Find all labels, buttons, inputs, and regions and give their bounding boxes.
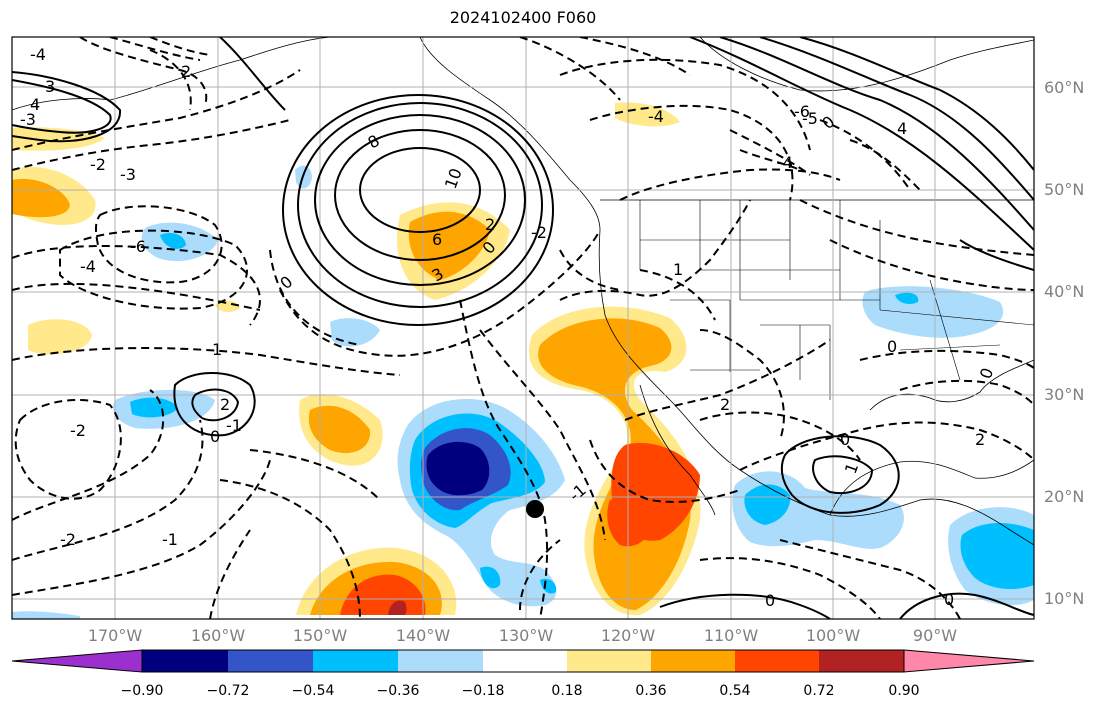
contour-label: 2 — [220, 395, 230, 414]
colorbar-bin — [819, 650, 904, 672]
solid-contours — [12, 37, 1034, 619]
colorbar-bin — [567, 650, 651, 672]
colorbar-tick: 0.36 — [635, 683, 667, 699]
contour-label: -3 — [20, 110, 36, 129]
contour-label: -6 — [130, 237, 146, 256]
storm-center-marker — [526, 500, 544, 518]
colorbar — [11, 649, 1035, 673]
contour-label: 0 — [976, 365, 997, 381]
contour-label: 6 — [432, 230, 442, 249]
contour-label: -5 — [802, 109, 818, 128]
contour-label: 4 — [30, 95, 40, 114]
lat-label-20n: 20°N — [1044, 487, 1085, 506]
colorbar-bin — [313, 650, 398, 672]
contour-label: -3 — [120, 165, 136, 184]
contour-label: 2 — [181, 62, 191, 81]
contour-label: 0 — [276, 272, 296, 293]
contour-label: 2 — [720, 395, 730, 414]
colorbar-tick: −0.36 — [376, 683, 420, 699]
colorbar-frame — [141, 649, 905, 673]
colorbar-bin — [651, 650, 735, 672]
colorbar-bin — [228, 650, 313, 672]
contour-label: -2 — [90, 155, 106, 174]
contour-label: -1 — [162, 530, 178, 549]
colorbar-extend-high — [903, 649, 1035, 673]
shading-positive — [12, 102, 701, 619]
contour-label: 0 — [840, 430, 850, 449]
contour-label: 0 — [887, 337, 897, 356]
contour-label: 2 — [485, 215, 495, 234]
lon-label-100w: 100°W — [805, 626, 861, 645]
lat-label-60n: 60°N — [1044, 78, 1085, 97]
lat-label-30n: 30°N — [1044, 385, 1085, 404]
colorbar-bin — [483, 650, 567, 672]
state-borders — [639, 200, 1034, 400]
contour-label: -1 — [226, 416, 242, 435]
colorbar-tick: −0.90 — [120, 683, 164, 699]
contour-label: -6 — [794, 102, 810, 121]
colorbar-tick: −0.54 — [291, 683, 335, 699]
colorbar-tick: −0.72 — [206, 683, 250, 699]
contour-label: -4 — [648, 107, 664, 126]
colorbar-tick: −0.18 — [461, 683, 505, 699]
lon-label-170w: 170°W — [87, 626, 143, 645]
lon-label-140w: 140°W — [395, 626, 451, 645]
contour-label: 0 — [765, 591, 775, 610]
contour-label: -2 — [531, 223, 547, 242]
contour-label: 1 — [673, 260, 683, 279]
contour-label: -4 — [30, 45, 46, 64]
contour-label: 0 — [944, 590, 954, 609]
contour-label: 0 — [210, 427, 220, 446]
lon-label-130w: 130°W — [498, 626, 554, 645]
lon-label-160w: 160°W — [190, 626, 246, 645]
contour-label: 1 — [212, 340, 222, 359]
contour-label: -2 — [70, 421, 86, 440]
colorbar-tick: 0.90 — [888, 683, 920, 699]
contour-label: -1 — [565, 480, 589, 505]
colorbar-tick: 0.54 — [719, 683, 751, 699]
colorbar-bin — [142, 650, 228, 672]
contour-label: -4 — [777, 153, 793, 172]
contour-label: -2 — [60, 530, 76, 549]
contour-label: -4 — [80, 257, 96, 276]
shading-negative — [12, 165, 1034, 619]
lon-label-120w: 120°W — [600, 626, 656, 645]
colorbar-tick: 0.72 — [803, 683, 835, 699]
contour-label: 1 — [841, 460, 862, 476]
chart-title: 2024102400 F060 — [449, 8, 597, 27]
colorbar-tick: 0.18 — [551, 683, 583, 699]
contour-label: 8 — [365, 131, 383, 153]
colorbar-extend-low — [11, 649, 143, 673]
lon-label-150w: 150°W — [292, 626, 348, 645]
lat-label-50n: 50°N — [1044, 180, 1085, 199]
map-frame — [11, 36, 1035, 620]
colorbar-bin — [735, 650, 819, 672]
contour-label: 2 — [975, 430, 985, 449]
contour-label: 0 — [818, 112, 838, 133]
contour-label: 3 — [45, 77, 55, 96]
lon-label-90w: 90°W — [912, 626, 958, 645]
lat-label-10n: 10°N — [1044, 589, 1085, 608]
lat-label-40n: 40°N — [1044, 282, 1085, 301]
colorbar-bin — [398, 650, 483, 672]
dashed-contours — [12, 37, 1034, 619]
lon-label-110w: 110°W — [703, 626, 759, 645]
contour-label: 10 — [441, 166, 466, 192]
contour-label: 4 — [897, 119, 907, 138]
gridlines — [12, 37, 1034, 619]
